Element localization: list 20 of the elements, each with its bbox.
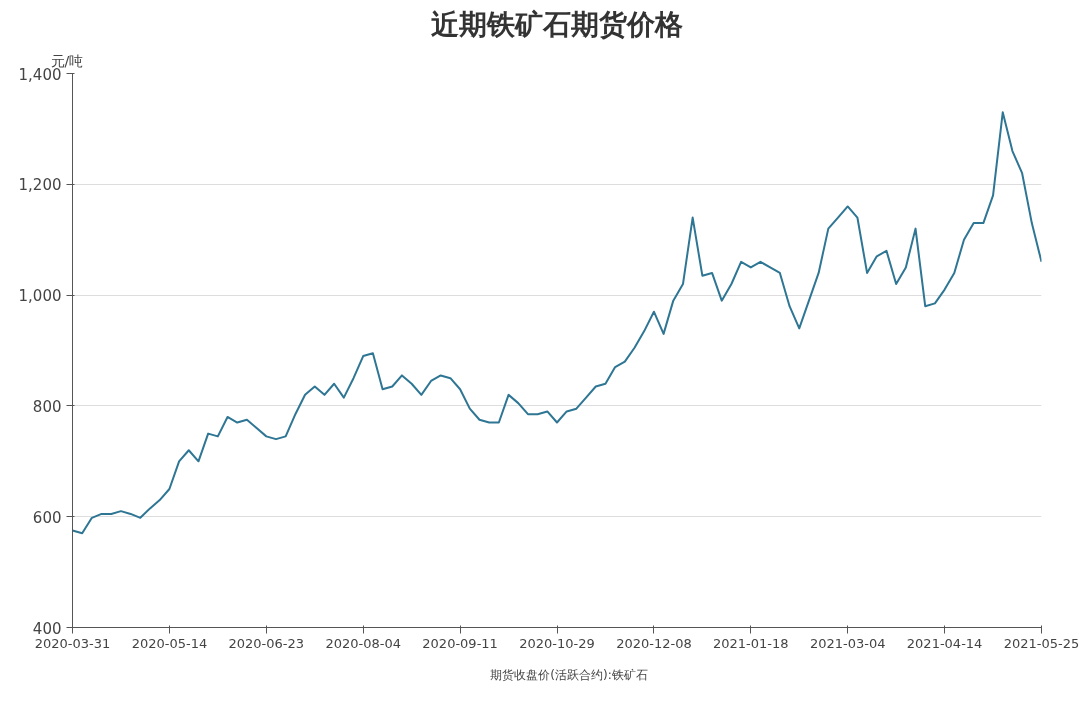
x-tick-label: 2020-09-11 <box>422 635 498 651</box>
x-tick-label: 2020-06-23 <box>228 635 305 651</box>
x-tick-label: 2020-10-29 <box>519 635 595 651</box>
y-tick-label: 400 <box>32 619 62 638</box>
y-tick-label: 800 <box>32 397 62 416</box>
x-tick-label: 2021-05-25 <box>1003 635 1080 651</box>
x-tick-label: 2020-12-08 <box>616 635 692 651</box>
y-tick-label: 600 <box>32 508 62 527</box>
y-tick-label: 1,000 <box>18 287 62 306</box>
x-tick-label: 2020-03-31 <box>34 635 111 651</box>
x-tick-label: 2021-03-04 <box>809 635 886 651</box>
x-tick-label: 2020-08-04 <box>325 635 401 651</box>
x-tick-label: 2021-04-14 <box>906 635 983 651</box>
chart-title: 近期铁矿石期货价格 <box>431 7 683 41</box>
x-tick-label: 2020-05-14 <box>131 635 208 651</box>
y-axis-title: 元/吨 <box>50 52 84 69</box>
y-tick-label: 1,200 <box>18 176 62 195</box>
line-series <box>72 111 1042 535</box>
text: 期货收盘价(活跃合约):铁矿石 <box>490 666 648 684</box>
x-tick-label: 2021-01-18 <box>713 635 789 651</box>
